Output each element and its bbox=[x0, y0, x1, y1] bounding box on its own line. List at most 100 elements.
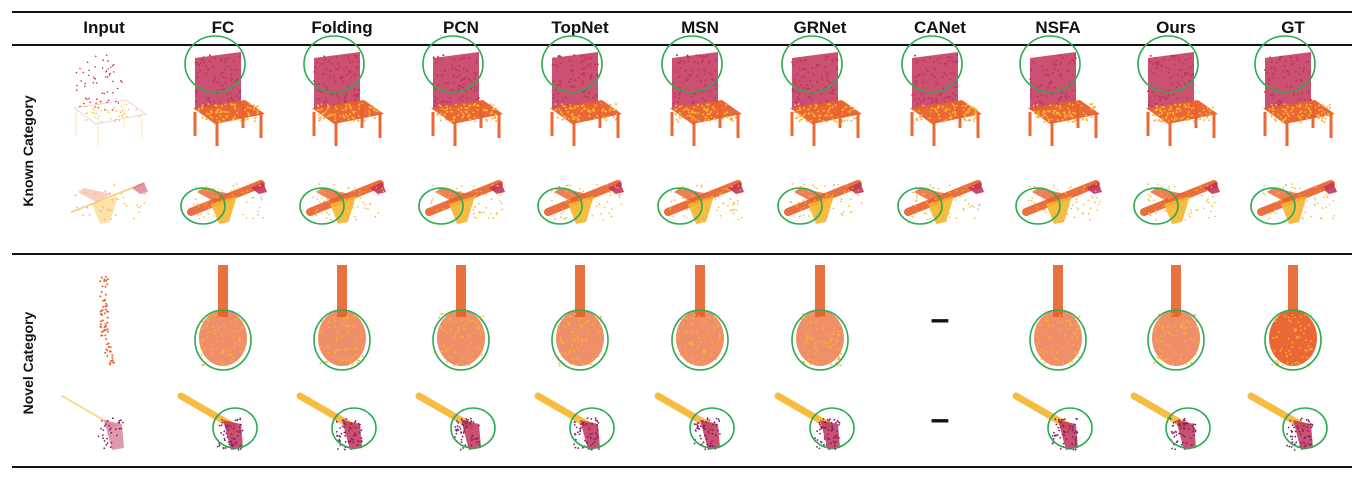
column-header-topnet: TopNet bbox=[551, 18, 609, 37]
cell-guitar-input bbox=[99, 275, 115, 366]
cell-pistol-ours bbox=[1130, 392, 1211, 451]
column-header-ours: Ours bbox=[1156, 18, 1196, 37]
cell-chair-folding bbox=[303, 35, 384, 146]
column-header-input: Input bbox=[83, 18, 125, 37]
cell-guitar-msn bbox=[671, 265, 729, 371]
cell-guitar-gt bbox=[1264, 265, 1322, 371]
highlight-ellipse bbox=[1250, 187, 1296, 225]
cell-pistol-input bbox=[61, 395, 124, 450]
cell-chair-gt bbox=[1254, 35, 1335, 146]
cell-pistol-topnet bbox=[534, 392, 615, 451]
cell-guitar-nsfa bbox=[1029, 265, 1087, 371]
highlight-ellipse bbox=[212, 407, 258, 449]
highlight-ellipse bbox=[1282, 407, 1328, 449]
highlight-ellipse bbox=[313, 309, 371, 371]
cell-chair-grnet bbox=[781, 35, 862, 146]
cell-pistol-nsfa bbox=[1012, 392, 1093, 451]
cell-airplane-canet bbox=[897, 180, 984, 225]
group-divider-rule bbox=[12, 253, 1352, 255]
highlight-ellipse bbox=[689, 407, 735, 449]
highlight-ellipse bbox=[184, 35, 246, 93]
highlight-ellipse bbox=[1137, 35, 1199, 93]
column-header-msn: MSN bbox=[681, 18, 719, 37]
highlight-ellipse bbox=[194, 309, 252, 371]
missing-result-dash: – bbox=[931, 400, 950, 438]
cell-airplane-gt bbox=[1250, 180, 1337, 225]
top-rule bbox=[12, 11, 1352, 13]
highlight-ellipse bbox=[671, 309, 729, 371]
highlight-ellipse bbox=[1264, 309, 1322, 371]
cell-pistol-msn bbox=[654, 392, 735, 451]
highlight-ellipse bbox=[551, 309, 609, 371]
highlight-ellipse bbox=[418, 187, 464, 225]
cell-chair-nsfa bbox=[1019, 35, 1100, 146]
column-header-fc: FC bbox=[211, 18, 235, 37]
highlight-ellipse bbox=[1133, 187, 1179, 225]
column-header-canet: CANet bbox=[914, 18, 966, 37]
highlight-ellipse bbox=[537, 187, 583, 225]
cell-pistol-grnet bbox=[774, 392, 855, 450]
highlight-ellipse bbox=[1254, 35, 1316, 93]
cell-airplane-folding bbox=[299, 180, 386, 225]
cell-pistol-folding bbox=[296, 392, 377, 451]
cell-airplane-msn bbox=[657, 180, 744, 225]
highlight-ellipse bbox=[299, 187, 345, 225]
missing-result-dash: – bbox=[931, 300, 950, 338]
cell-airplane-nsfa bbox=[1015, 180, 1102, 225]
highlight-ellipse bbox=[809, 407, 855, 449]
highlight-ellipse bbox=[450, 407, 496, 449]
highlight-ellipse bbox=[897, 187, 943, 225]
column-header-gt: GT bbox=[1281, 18, 1305, 37]
cell-guitar-folding bbox=[313, 265, 371, 371]
cell-pistol-gt bbox=[1247, 392, 1328, 451]
cell-chair-topnet bbox=[541, 35, 622, 146]
highlight-ellipse bbox=[432, 309, 490, 371]
column-header-grnet: GRNet bbox=[793, 18, 847, 37]
cell-airplane-grnet bbox=[777, 180, 864, 225]
cell-guitar-canet: – bbox=[931, 300, 950, 338]
highlight-ellipse bbox=[331, 407, 377, 449]
cell-chair-msn bbox=[661, 35, 742, 146]
cell-guitar-ours bbox=[1147, 265, 1205, 371]
cell-pistol-pcn bbox=[415, 392, 496, 451]
cell-airplane-pcn bbox=[418, 180, 505, 225]
cell-airplane-input bbox=[71, 182, 148, 224]
highlight-ellipse bbox=[661, 35, 723, 93]
highlight-ellipse bbox=[781, 35, 843, 93]
highlight-ellipse bbox=[1047, 407, 1093, 449]
highlight-ellipse bbox=[791, 309, 849, 371]
highlight-ellipse bbox=[1019, 35, 1081, 93]
cell-chair-ours bbox=[1137, 35, 1218, 146]
highlight-ellipse bbox=[541, 35, 603, 93]
column-header-folding: Folding bbox=[311, 18, 373, 37]
cell-chair-fc bbox=[184, 35, 265, 146]
highlight-ellipse bbox=[1029, 309, 1087, 371]
cell-chair-input bbox=[73, 54, 147, 146]
cell-airplane-topnet bbox=[537, 180, 624, 225]
highlight-ellipse bbox=[569, 407, 615, 449]
highlight-ellipse bbox=[303, 35, 365, 93]
cell-pistol-canet: – bbox=[931, 400, 950, 438]
cell-guitar-pcn bbox=[432, 265, 490, 371]
header-rule bbox=[12, 44, 1352, 46]
highlight-ellipse bbox=[777, 187, 823, 225]
cell-airplane-ours bbox=[1133, 180, 1220, 225]
bottom-rule bbox=[12, 466, 1352, 468]
cell-airplane-fc bbox=[180, 180, 267, 225]
highlight-ellipse bbox=[1165, 407, 1211, 449]
column-header-nsfa: NSFA bbox=[1035, 18, 1081, 37]
column-header-pcn: PCN bbox=[443, 18, 479, 37]
highlight-ellipse bbox=[901, 35, 963, 93]
highlight-ellipse bbox=[657, 187, 703, 225]
highlight-ellipse bbox=[180, 187, 226, 225]
cell-pistol-fc bbox=[177, 392, 258, 451]
highlight-ellipse bbox=[1147, 309, 1205, 371]
cell-guitar-topnet bbox=[551, 265, 609, 371]
cell-chair-pcn bbox=[422, 35, 503, 146]
highlight-ellipse bbox=[1015, 187, 1061, 225]
cell-chair-canet bbox=[901, 35, 982, 146]
highlight-ellipse bbox=[422, 35, 484, 93]
cell-guitar-fc bbox=[194, 265, 252, 371]
cell-guitar-grnet bbox=[791, 265, 849, 371]
